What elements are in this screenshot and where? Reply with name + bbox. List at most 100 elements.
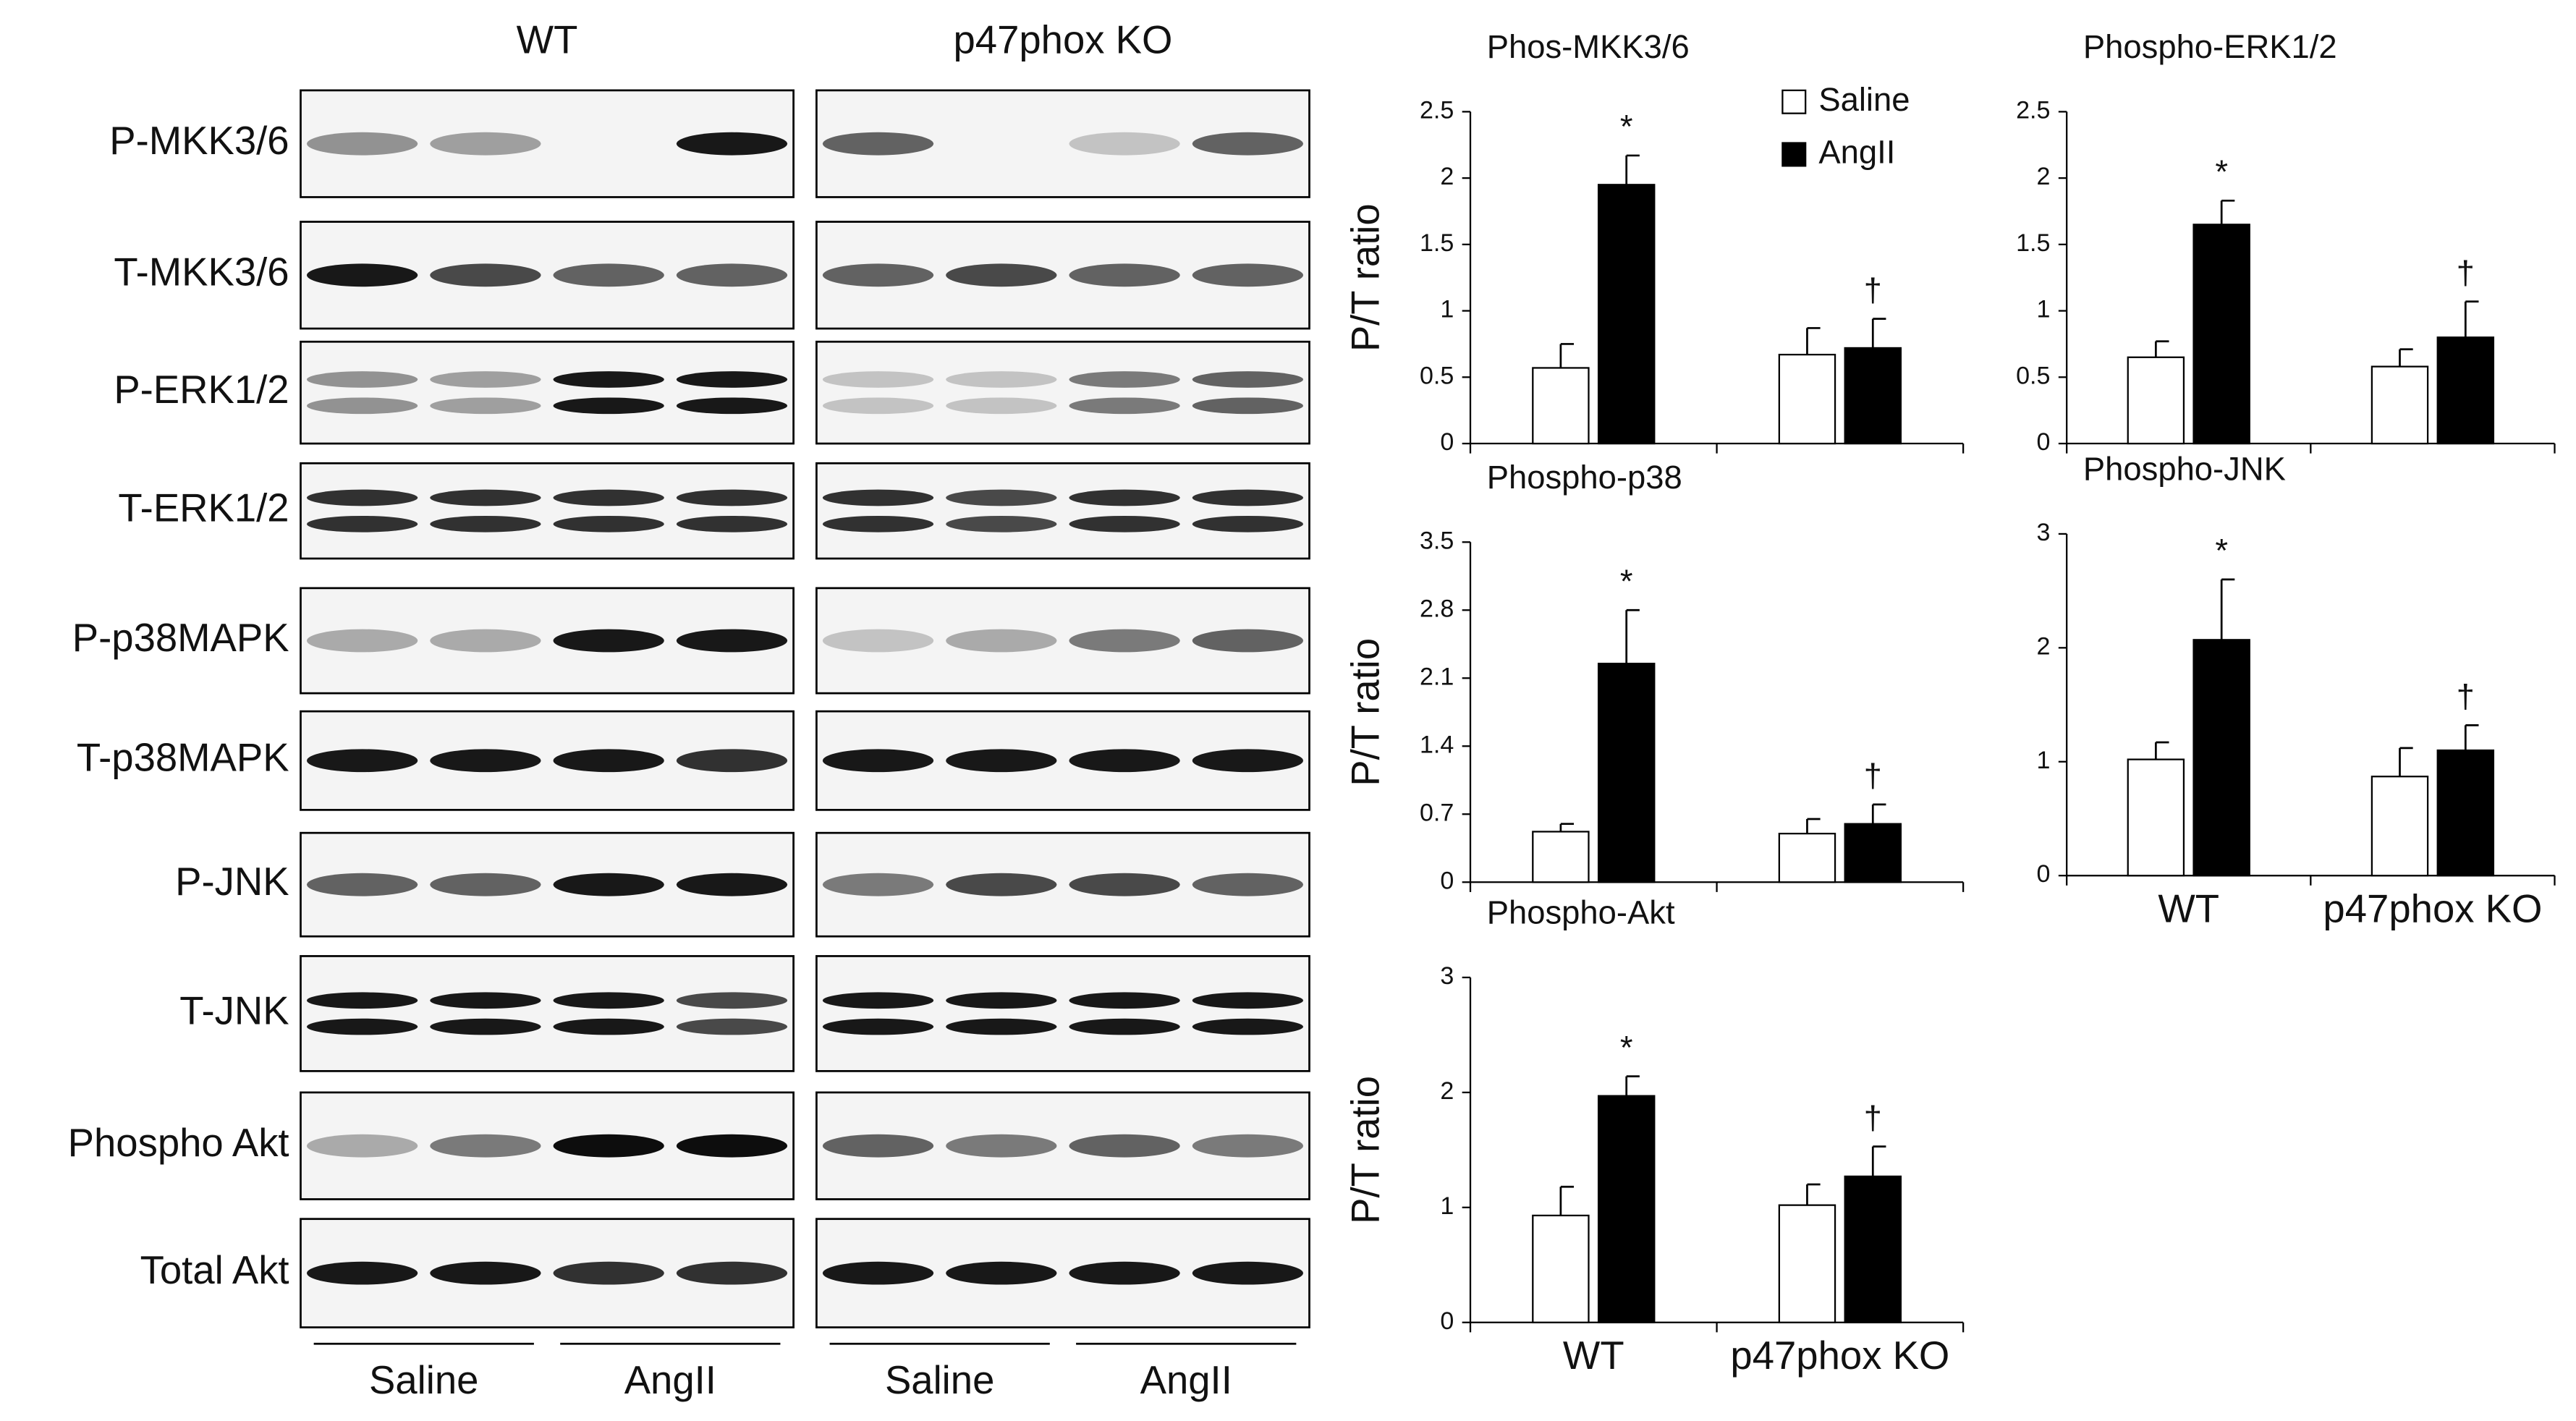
blot-band [1192,489,1304,506]
blot-frame [815,955,1310,1072]
error-bar [1559,343,1575,368]
blot-band [306,263,418,287]
blot-band [306,1261,418,1285]
blot-band [1069,629,1180,653]
blot-band [822,515,934,533]
blot-band [822,489,934,506]
y-tick-label: 2 [2037,163,2051,190]
treatment-label: AngII [624,1358,716,1402]
x-tick-label: WT [1563,1333,1624,1378]
blot-band [946,749,1057,773]
blot-frame [815,340,1310,445]
blot-band [676,873,788,896]
significance-mark: * [1620,109,1633,145]
y-axis-label: P/T ratio [1344,638,1388,786]
error-bar [1559,1185,1575,1216]
blot-band [553,371,664,388]
blot-band [306,1018,418,1035]
error-bar [2464,724,2479,751]
significance-mark: † [1864,758,1882,794]
significance-mark: † [1864,1099,1882,1136]
blot-band [1069,371,1180,388]
error-bar [1871,803,1886,824]
blot-band [1069,1018,1180,1035]
blot-band [676,263,788,287]
y-tick-label: 1.4 [1420,731,1454,758]
treatment-label: Saline [369,1358,478,1402]
blot-band [430,263,541,287]
blot-row-label: Phospho Akt [68,1121,289,1165]
blot-band [1192,629,1304,653]
blot-band [946,371,1057,388]
y-tick-label: 0.7 [1420,799,1454,826]
y-tick-label: 1 [2037,296,2051,323]
blot-band [553,749,664,773]
blot-band [1192,263,1304,287]
error-bar [1871,1145,1886,1176]
blot-band [1192,1261,1304,1285]
error-bar [1806,818,1821,834]
y-tick-label: 3.5 [1420,527,1454,554]
y-tick-label: 0 [2037,428,2051,456]
y-tick-label: 2.8 [1420,595,1454,622]
y-tick-label: 1.5 [1420,229,1454,257]
y-tick-label: 0 [1440,428,1454,456]
blot-band [822,132,934,156]
y-tick-label: 0 [1440,867,1454,894]
blot-band [430,1134,541,1158]
blot-band [1192,1134,1304,1158]
blot-band [676,132,788,156]
blot-band [306,749,418,773]
bar [1532,1214,1590,1323]
group-label: p47phox KO [953,17,1172,61]
bar [2436,749,2495,877]
error-bar [2464,300,2479,338]
error-bar [2154,741,2169,760]
blot-band [430,132,541,156]
error-bar [1871,318,1886,348]
error-bar [2399,348,2413,367]
blot-row-label: T-MKK3/6 [114,250,289,294]
blot-band [1069,263,1180,287]
y-tick-label: 1 [2037,747,2051,774]
blot-band [822,371,934,388]
blot-band [553,1134,664,1158]
blot-band [946,1134,1057,1158]
bar [1532,367,1590,445]
blot-band [553,1018,664,1035]
blot-band [946,489,1057,506]
bar [2192,639,2250,877]
significance-mark: † [2457,678,2475,715]
blot-band [306,132,418,156]
blot-frame [815,462,1310,560]
bar [2127,758,2185,877]
y-tick-label: 0 [2037,860,2051,888]
blot-band [1069,515,1180,533]
y-tick-label: 2 [1440,163,1454,190]
legend-label: Saline [1818,81,1910,118]
bar [2370,365,2429,445]
blot-band [430,873,541,896]
error-bar [1625,1075,1640,1096]
bar [1778,353,1836,445]
blot-band [1069,1261,1180,1285]
bar [1844,823,1902,883]
bar [2192,224,2250,445]
bar [1778,832,1836,883]
blot-band [676,992,788,1009]
significance-mark: * [2215,533,2228,569]
blot-band [553,489,664,506]
blot-band [946,873,1057,896]
blot-band [553,992,664,1009]
group-label: WT [517,17,578,61]
blot-row-label: P-JNK [175,860,289,904]
treatment-label: AngII [1140,1358,1232,1402]
blot-row-label: P-MKK3/6 [109,119,289,163]
blot-band [822,629,934,653]
legend-swatch [1781,142,1807,167]
significance-mark: * [1620,563,1633,600]
blot-band [430,371,541,388]
y-tick-label: 2.5 [1420,96,1454,124]
